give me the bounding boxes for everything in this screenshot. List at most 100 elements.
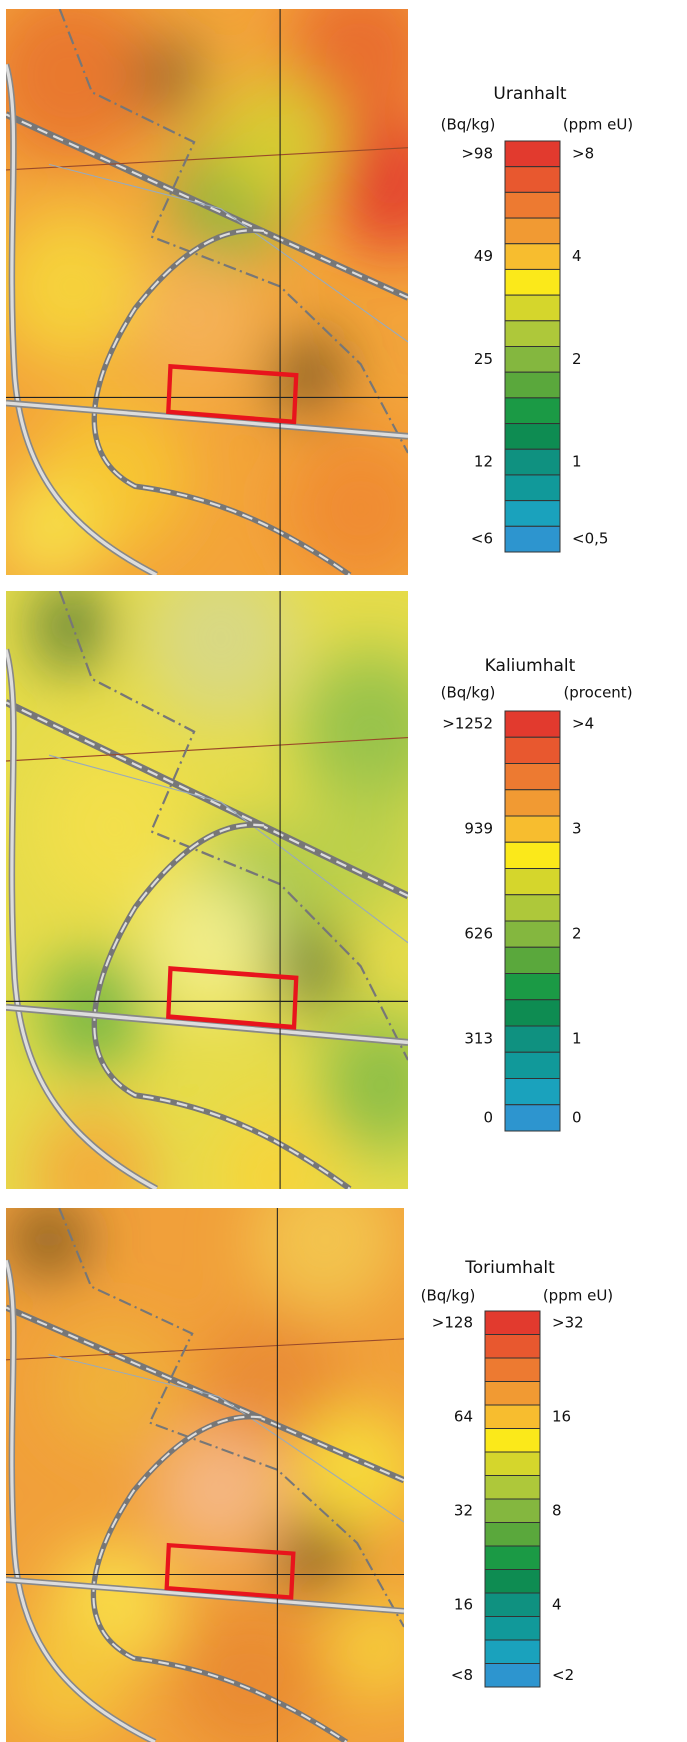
scale-segment: [505, 141, 560, 167]
scale-segment: [505, 1026, 560, 1052]
right-label: 4: [572, 247, 582, 265]
page: Uranhalt(Bq/kg)(ppm eU)>98492512<6>8421<…: [0, 0, 687, 1742]
scale-segment: [485, 1523, 540, 1547]
scale-segment: [485, 1640, 540, 1664]
scale-segment: [505, 372, 560, 398]
scale-segment: [505, 347, 560, 373]
scale-segment: [505, 398, 560, 424]
scale-segment: [505, 711, 560, 737]
scale-segment: [505, 244, 560, 270]
scale-segment: [505, 501, 560, 527]
scale-segment: [505, 295, 560, 321]
scale-segment: [505, 869, 560, 895]
left-label: >1252: [442, 715, 493, 733]
scale-segment: [485, 1405, 540, 1429]
left-label: 64: [454, 1407, 473, 1425]
right-label: <2: [552, 1666, 574, 1684]
right-label: 4: [552, 1595, 562, 1613]
right-label: >4: [572, 715, 594, 733]
right-label: 16: [552, 1407, 571, 1425]
heat-blob: [293, 1407, 421, 1533]
heat-blob: [0, 209, 146, 364]
scale-segment: [505, 974, 560, 1000]
heat-blob: [135, 42, 199, 109]
scale-segment: [505, 218, 560, 244]
legend-title: Kaliumhalt: [485, 656, 576, 676]
scale-segment: [505, 475, 560, 501]
right-unit: (ppm eU): [563, 116, 633, 134]
left-label: <8: [451, 1666, 473, 1684]
scale-segment: [485, 1499, 540, 1523]
left-label: 16: [454, 1595, 473, 1613]
right-label: 3: [572, 820, 582, 838]
scale-segment: [505, 764, 560, 790]
left-unit: (Bq/kg): [421, 1287, 476, 1305]
heat-blob: [285, 431, 435, 586]
heat-blob: [11, 1203, 85, 1276]
scale-segment: [485, 1546, 540, 1570]
right-label: 8: [552, 1501, 562, 1519]
scale-segment: [505, 790, 560, 816]
scale-segment: [505, 167, 560, 193]
scale-segment: [485, 1570, 540, 1594]
heat-blob: [269, 925, 344, 1007]
left-label: 49: [474, 247, 493, 265]
left-label: >98: [461, 144, 493, 162]
scale-segment: [485, 1382, 540, 1406]
scale-segment: [505, 1105, 560, 1131]
scale-segment: [505, 269, 560, 295]
legend-title: Toriumhalt: [464, 1258, 555, 1278]
heat-blob: [146, 556, 296, 720]
right-label: >32: [552, 1313, 584, 1331]
scale-segment: [485, 1593, 540, 1617]
right-label: 2: [572, 925, 582, 943]
left-label: 12: [474, 453, 493, 471]
scale-segment: [505, 921, 560, 947]
scale-segment: [505, 526, 560, 552]
scale-segment: [485, 1476, 540, 1500]
map: [6, 556, 447, 1248]
left-label: 0: [483, 1108, 493, 1126]
heat-blob: [328, 120, 457, 253]
scale-segment: [505, 449, 560, 475]
scale-segment: [505, 424, 560, 450]
scale-segment: [505, 321, 560, 347]
scale-segment: [485, 1664, 540, 1688]
left-label: 32: [454, 1501, 473, 1519]
scale-segment: [505, 1052, 560, 1078]
right-label: 1: [572, 1030, 582, 1048]
scale-segment: [505, 737, 560, 763]
right-label: >8: [572, 144, 594, 162]
heat-blob: [49, 1323, 177, 1449]
scale-segment: [485, 1429, 540, 1453]
scale-segment: [505, 842, 560, 868]
heat-blob: [33, 585, 108, 667]
scale-segment: [485, 1335, 540, 1359]
right-label: 2: [572, 350, 582, 368]
left-label: 939: [464, 820, 493, 838]
right-label: 0: [572, 1108, 582, 1126]
scale-segment: [485, 1358, 540, 1382]
scale-segment: [485, 1311, 540, 1335]
right-unit: (ppm eU): [543, 1287, 613, 1305]
right-label: <0,5: [572, 530, 608, 548]
scale-segment: [505, 1000, 560, 1026]
scale-segment: [505, 816, 560, 842]
heat-blob: [146, 872, 275, 1013]
scale-segment: [505, 1079, 560, 1105]
right-label: 1: [572, 453, 582, 471]
left-label: >128: [432, 1313, 473, 1331]
left-label: <6: [471, 530, 493, 548]
right-unit: (procent): [563, 684, 632, 702]
left-label: 626: [464, 925, 493, 943]
scale-segment: [485, 1617, 540, 1641]
left-label: 313: [464, 1030, 493, 1048]
heat-blob: [38, 743, 188, 907]
map: [0, 0, 457, 586]
left-label: 25: [474, 350, 493, 368]
scale-segment: [505, 895, 560, 921]
legend-title: Uranhalt: [493, 84, 567, 104]
scale-segment: [505, 192, 560, 218]
left-unit: (Bq/kg): [441, 684, 496, 702]
heat-blob: [210, 76, 339, 209]
